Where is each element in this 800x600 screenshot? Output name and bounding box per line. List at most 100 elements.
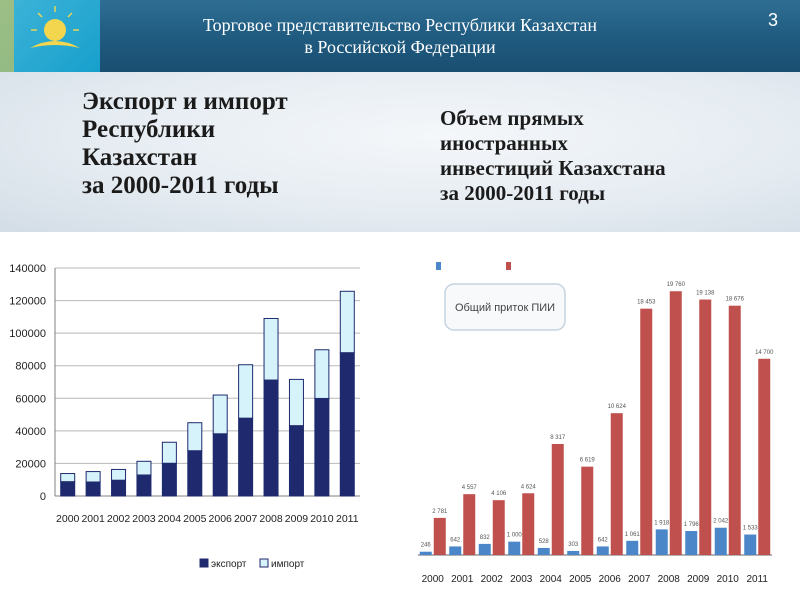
- x-tick-label: 2004: [158, 513, 182, 525]
- export-bar: [212, 433, 228, 497]
- export-bar: [314, 397, 330, 497]
- data-label: 1 796: [684, 522, 700, 528]
- x-tick-label: 2010: [310, 513, 334, 525]
- x-tick-label: 2005: [569, 574, 592, 585]
- fdi-bar-red: [669, 291, 682, 555]
- export-bar: [60, 481, 76, 497]
- export-bar: [136, 474, 152, 497]
- data-label: 19 138: [696, 291, 715, 297]
- fdi-bar-red: [640, 308, 653, 555]
- title-banner: Экспорт и импорт Республики Казахстан за…: [0, 72, 800, 232]
- import-bar: [111, 468, 127, 481]
- x-tick-label: 2009: [687, 574, 710, 585]
- export-bar: [288, 425, 304, 497]
- fdi-bar-blue: [714, 527, 727, 555]
- x-tick-label: 2002: [481, 574, 504, 585]
- data-label: 19 760: [667, 282, 686, 288]
- data-label: 10 624: [608, 404, 627, 410]
- data-label: 2 781: [432, 509, 448, 515]
- import-bar: [238, 364, 254, 419]
- x-tick-label: 2007: [628, 574, 651, 585]
- fdi-bar-blue: [567, 550, 580, 555]
- data-label: 303: [568, 542, 579, 548]
- import-bar: [263, 317, 279, 381]
- fdi-bar-blue: [478, 543, 491, 555]
- data-label: 18 453: [637, 300, 656, 306]
- data-label: 832: [480, 535, 491, 541]
- data-label: 14 700: [755, 350, 774, 356]
- data-label: 246: [421, 543, 432, 549]
- fdi-bar-blue: [626, 540, 639, 555]
- import-bar: [187, 422, 203, 452]
- header-bar: Торговое представительство Республики Ка…: [0, 0, 800, 72]
- x-tick-label: 2008: [259, 513, 283, 525]
- legend-swatch-red: [506, 262, 511, 270]
- y-tick-label: 40000: [15, 426, 46, 438]
- data-label: 4 106: [491, 491, 507, 497]
- x-tick-label: 2011: [746, 574, 768, 585]
- x-tick-label: 2002: [107, 513, 131, 525]
- data-label: 2 042: [713, 519, 729, 525]
- x-tick-label: 2008: [658, 574, 681, 585]
- export-bar: [263, 379, 279, 497]
- x-tick-label: 2000: [422, 574, 445, 585]
- trade-chart-title: Экспорт и импорт Республики Казахстан за…: [82, 88, 288, 199]
- import-bar: [161, 441, 177, 464]
- x-tick-label: 2007: [234, 513, 258, 525]
- data-label: 8 317: [550, 435, 566, 441]
- y-tick-label: 120000: [9, 296, 46, 308]
- import-bar: [85, 471, 101, 483]
- fdi-bar-blue: [537, 547, 550, 555]
- import-bar: [212, 394, 228, 435]
- export-bar: [85, 481, 101, 497]
- kazakhstan-flag-icon: [0, 0, 100, 72]
- fdi-bar-blue: [508, 541, 521, 555]
- fdi-bar-blue: [744, 534, 757, 555]
- data-label: 528: [539, 539, 550, 545]
- y-tick-label: 100000: [9, 328, 46, 340]
- data-label: 1 061: [625, 532, 641, 538]
- fdi-bar-blue: [419, 551, 432, 555]
- fdi-bar-red: [699, 299, 712, 555]
- fdi-bar-blue: [685, 531, 698, 555]
- import-bar: [339, 290, 355, 354]
- x-tick-label: 2000: [56, 513, 80, 525]
- y-tick-label: 0: [40, 491, 46, 503]
- x-tick-label: 2006: [209, 513, 233, 525]
- x-tick-label: 2009: [285, 513, 309, 525]
- x-tick-label: 2003: [510, 574, 533, 585]
- y-tick-label: 140000: [9, 263, 46, 275]
- x-tick-label: 2001: [81, 513, 105, 525]
- import-bar: [60, 473, 76, 483]
- export-bar: [238, 417, 254, 497]
- trade-stacked-bar-chart: 0 20000 40000 60000 80000 100000 120000 140000 2…: [9, 263, 360, 570]
- export-bar: [187, 450, 203, 497]
- import-bar: [136, 460, 152, 476]
- data-label: 6 619: [580, 458, 596, 464]
- data-label: 18 676: [726, 297, 745, 303]
- x-tick-label: 2004: [540, 574, 563, 585]
- x-tick-label: 2005: [183, 513, 207, 525]
- fdi-bar-red: [433, 517, 446, 555]
- export-bar: [111, 479, 127, 497]
- data-label: 1 000: [507, 533, 523, 539]
- fdi-bar-red: [463, 494, 476, 555]
- y-tick-label: 20000: [15, 458, 46, 470]
- fdi-bar-blue: [449, 546, 462, 555]
- x-tick-label: 2006: [599, 574, 622, 585]
- fdi-bar-red: [758, 358, 771, 555]
- fdi-chart-title: Объем прямых иностранных инвестиций Каза…: [440, 106, 666, 205]
- data-label: 1 918: [654, 520, 670, 526]
- data-label: 4 557: [462, 485, 478, 491]
- data-label: 642: [450, 537, 461, 543]
- fdi-bar-red: [551, 443, 564, 555]
- fdi-bar-red: [728, 305, 741, 555]
- x-tick-label: 2001: [451, 574, 474, 585]
- export-bar: [161, 462, 177, 497]
- legend-label-import: импорт: [271, 559, 305, 570]
- y-tick-label: 60000: [15, 393, 46, 405]
- import-bar: [288, 378, 304, 427]
- header-title: Торговое представительство Республики Ка…: [202, 15, 597, 57]
- y-tick-label: 80000: [15, 361, 46, 373]
- fdi-bar-chart: 246 2 781 2000 642 4 557 2001 832 4 106 2002 1 00…: [418, 262, 774, 585]
